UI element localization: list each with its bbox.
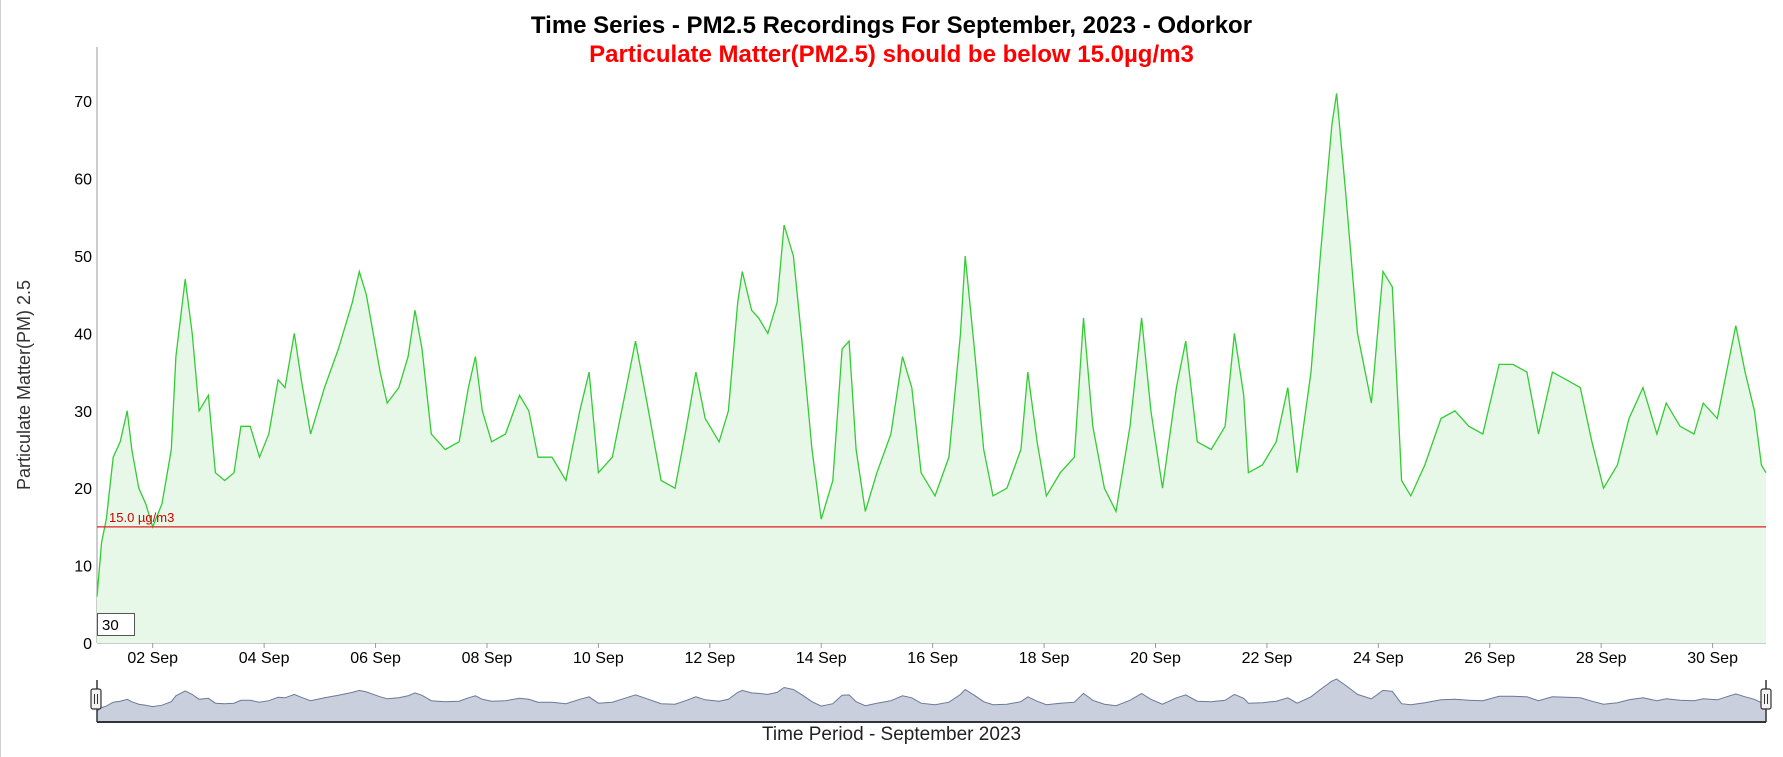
y-tick-label: 60 xyxy=(74,172,92,189)
x-tick-label: 26 Sep xyxy=(1464,650,1515,667)
x-tick-label: 16 Sep xyxy=(907,650,958,667)
navigator-right-handle[interactable] xyxy=(1760,688,1772,710)
x-tick-label: 06 Sep xyxy=(350,650,401,667)
y-tick-label: 40 xyxy=(74,326,92,343)
page-left-border xyxy=(0,0,1,757)
x-axis-ticks: 02 Sep 04 Sep 06 Sep 08 Sep 10 Sep 12 Sep 14 S… xyxy=(127,643,1738,667)
y-tick-label: 50 xyxy=(74,249,92,266)
range-value-box[interactable]: 30 xyxy=(97,613,135,636)
x-tick-label: 28 Sep xyxy=(1576,650,1627,667)
y-axis-ticks: 0 10 20 30 40 50 60 70 xyxy=(74,94,92,653)
pm25-line[interactable] xyxy=(96,93,1767,597)
chart-title: Time Series - PM2.5 Recordings For Septe… xyxy=(530,12,1253,39)
y-tick-label: 70 xyxy=(74,94,92,111)
x-tick-label: 04 Sep xyxy=(239,650,290,667)
x-tick-label: 02 Sep xyxy=(127,650,178,667)
x-tick-label: 24 Sep xyxy=(1353,650,1404,667)
navigator-area xyxy=(96,678,1767,723)
y-tick-label: 30 xyxy=(74,404,92,421)
x-tick-label: 18 Sep xyxy=(1019,650,1070,667)
pm25-area-fill xyxy=(97,93,1766,643)
navigator-left-handle[interactable] xyxy=(90,688,102,710)
x-tick-label: 14 Sep xyxy=(796,650,847,667)
chart-subtitle: Particulate Matter(PM2.5) should be belo… xyxy=(589,41,1194,68)
x-tick-label: 22 Sep xyxy=(1242,650,1293,667)
x-tick-label: 08 Sep xyxy=(462,650,513,667)
x-tick-label: 20 Sep xyxy=(1130,650,1181,667)
y-tick-label: 20 xyxy=(74,481,92,498)
y-tick-label: 10 xyxy=(74,559,92,576)
y-axis-title: Particulate Matter(PM) 2.5 xyxy=(14,280,34,490)
threshold-label: 15.0 µg/m3 xyxy=(109,510,174,525)
x-tick-label: 30 Sep xyxy=(1687,650,1738,667)
x-tick-label: 10 Sep xyxy=(573,650,624,667)
x-axis-title: Time Period - September 2023 xyxy=(761,724,1022,745)
y-tick-label: 0 xyxy=(83,636,92,653)
x-tick-label: 12 Sep xyxy=(684,650,735,667)
